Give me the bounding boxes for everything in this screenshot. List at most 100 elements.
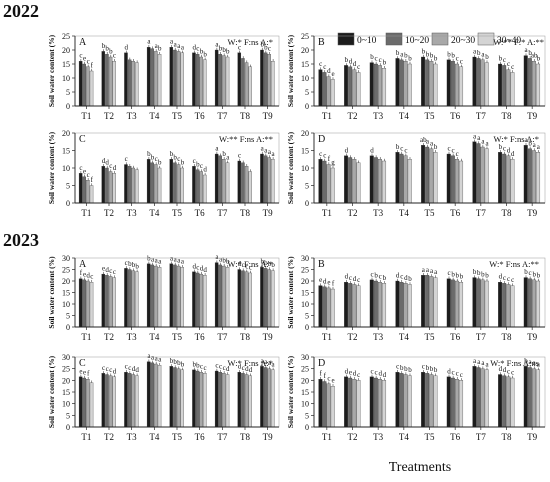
significance-letter: c bbox=[323, 63, 326, 71]
significance-letter: d bbox=[327, 67, 331, 75]
significance-letter: a bbox=[422, 266, 426, 274]
x-tick-label: T8 bbox=[240, 332, 250, 342]
significance-letter: a bbox=[529, 358, 533, 366]
significance-letter: c bbox=[447, 145, 450, 153]
bar bbox=[192, 369, 196, 428]
significance-letter: a bbox=[215, 145, 219, 153]
x-tick-label: T7 bbox=[476, 111, 486, 121]
bar bbox=[218, 54, 222, 107]
y-tick-label: 25 bbox=[301, 365, 309, 374]
significance-letter: c bbox=[238, 43, 241, 51]
bar bbox=[322, 381, 327, 428]
significance-letter: d bbox=[135, 366, 139, 374]
bar bbox=[222, 265, 226, 328]
bar bbox=[348, 157, 353, 204]
significance-letter: c bbox=[125, 259, 128, 267]
significance-letter: b bbox=[537, 272, 541, 280]
bar bbox=[271, 61, 275, 107]
bar bbox=[135, 62, 139, 107]
significance-letter: c bbox=[456, 55, 459, 63]
significance-letter: b bbox=[203, 50, 207, 58]
bar bbox=[225, 374, 230, 428]
significance-letter: a bbox=[533, 359, 537, 367]
significance-letter: c bbox=[507, 367, 510, 375]
bar bbox=[356, 162, 361, 204]
x-tick-label: T7 bbox=[476, 208, 486, 218]
bar bbox=[101, 373, 106, 428]
significance-letter: c bbox=[249, 263, 252, 271]
significance-letter: d bbox=[102, 157, 106, 165]
significance-letter: c bbox=[400, 145, 403, 153]
x-tick-label: T9 bbox=[527, 432, 537, 442]
significance-letter: a bbox=[524, 46, 528, 54]
bar bbox=[108, 276, 113, 328]
bar bbox=[527, 367, 532, 428]
x-tick-label: T5 bbox=[425, 111, 435, 121]
significance-letter: b bbox=[200, 48, 204, 56]
x-tick-label: T8 bbox=[502, 208, 512, 218]
significance-letter: d bbox=[353, 275, 357, 283]
stats-label: W:* F:ns A:* bbox=[228, 259, 274, 269]
significance-letter: d bbox=[345, 146, 349, 154]
bar bbox=[326, 287, 331, 328]
significance-letter: c bbox=[456, 370, 459, 378]
significance-letter: b bbox=[528, 49, 532, 57]
significance-letter: c bbox=[379, 56, 382, 64]
x-tick-label: T4 bbox=[399, 332, 409, 342]
bar bbox=[330, 79, 335, 107]
significance-letter: d bbox=[245, 365, 249, 373]
x-tick-label: T3 bbox=[127, 208, 137, 218]
bar bbox=[131, 61, 135, 107]
x-tick-label: T5 bbox=[172, 208, 182, 218]
x-tick-label: T4 bbox=[399, 111, 409, 121]
bar bbox=[433, 375, 438, 428]
y-tick-label: 10 bbox=[62, 74, 70, 83]
bar bbox=[157, 267, 162, 328]
bar bbox=[403, 61, 408, 107]
x-tick-label: T6 bbox=[450, 111, 460, 121]
bar bbox=[502, 283, 507, 328]
significance-letter: b bbox=[404, 365, 408, 373]
x-tick-label: T8 bbox=[240, 432, 250, 442]
bar bbox=[459, 380, 464, 428]
bar bbox=[425, 59, 430, 107]
significance-letter: b bbox=[383, 59, 387, 67]
bar bbox=[173, 49, 177, 107]
significance-letter: a bbox=[174, 41, 178, 49]
bar bbox=[356, 380, 361, 428]
significance-letter: b bbox=[222, 257, 226, 265]
significance-letter: a bbox=[147, 352, 151, 360]
x-tick-label: T2 bbox=[104, 332, 114, 342]
y-axis-label: Soil water content (%) bbox=[286, 131, 295, 204]
x-tick-label: T1 bbox=[81, 332, 91, 342]
significance-letter: d bbox=[503, 366, 507, 374]
significance-letter: c bbox=[370, 270, 373, 278]
bar bbox=[135, 375, 139, 428]
bar bbox=[271, 159, 275, 204]
significance-letter: c bbox=[155, 155, 158, 163]
x-tick-label: T1 bbox=[81, 208, 91, 218]
significance-letter: c bbox=[404, 146, 407, 154]
stats-label: W:* F:ns A:ns bbox=[490, 358, 539, 368]
significance-letter: b bbox=[177, 359, 181, 367]
x-tick-label: T6 bbox=[195, 332, 205, 342]
legend-swatch-1 bbox=[385, 32, 403, 46]
significance-letter: b bbox=[408, 366, 412, 374]
bar bbox=[199, 273, 203, 328]
y-tick-label: 15 bbox=[62, 388, 70, 397]
bar bbox=[105, 54, 109, 107]
significance-letter: c bbox=[422, 363, 425, 371]
bar bbox=[429, 276, 434, 328]
significance-letter: ab bbox=[420, 136, 427, 144]
significance-letter: b bbox=[173, 153, 177, 161]
bar bbox=[124, 372, 128, 428]
bar bbox=[455, 379, 459, 428]
significance-letter: a bbox=[174, 255, 178, 263]
significance-letter: a bbox=[155, 257, 159, 265]
significance-letter: b bbox=[260, 41, 264, 49]
bar bbox=[124, 52, 128, 107]
bar bbox=[459, 160, 464, 204]
bar bbox=[352, 69, 357, 107]
bar bbox=[169, 263, 174, 328]
significance-letter: c bbox=[245, 262, 248, 270]
